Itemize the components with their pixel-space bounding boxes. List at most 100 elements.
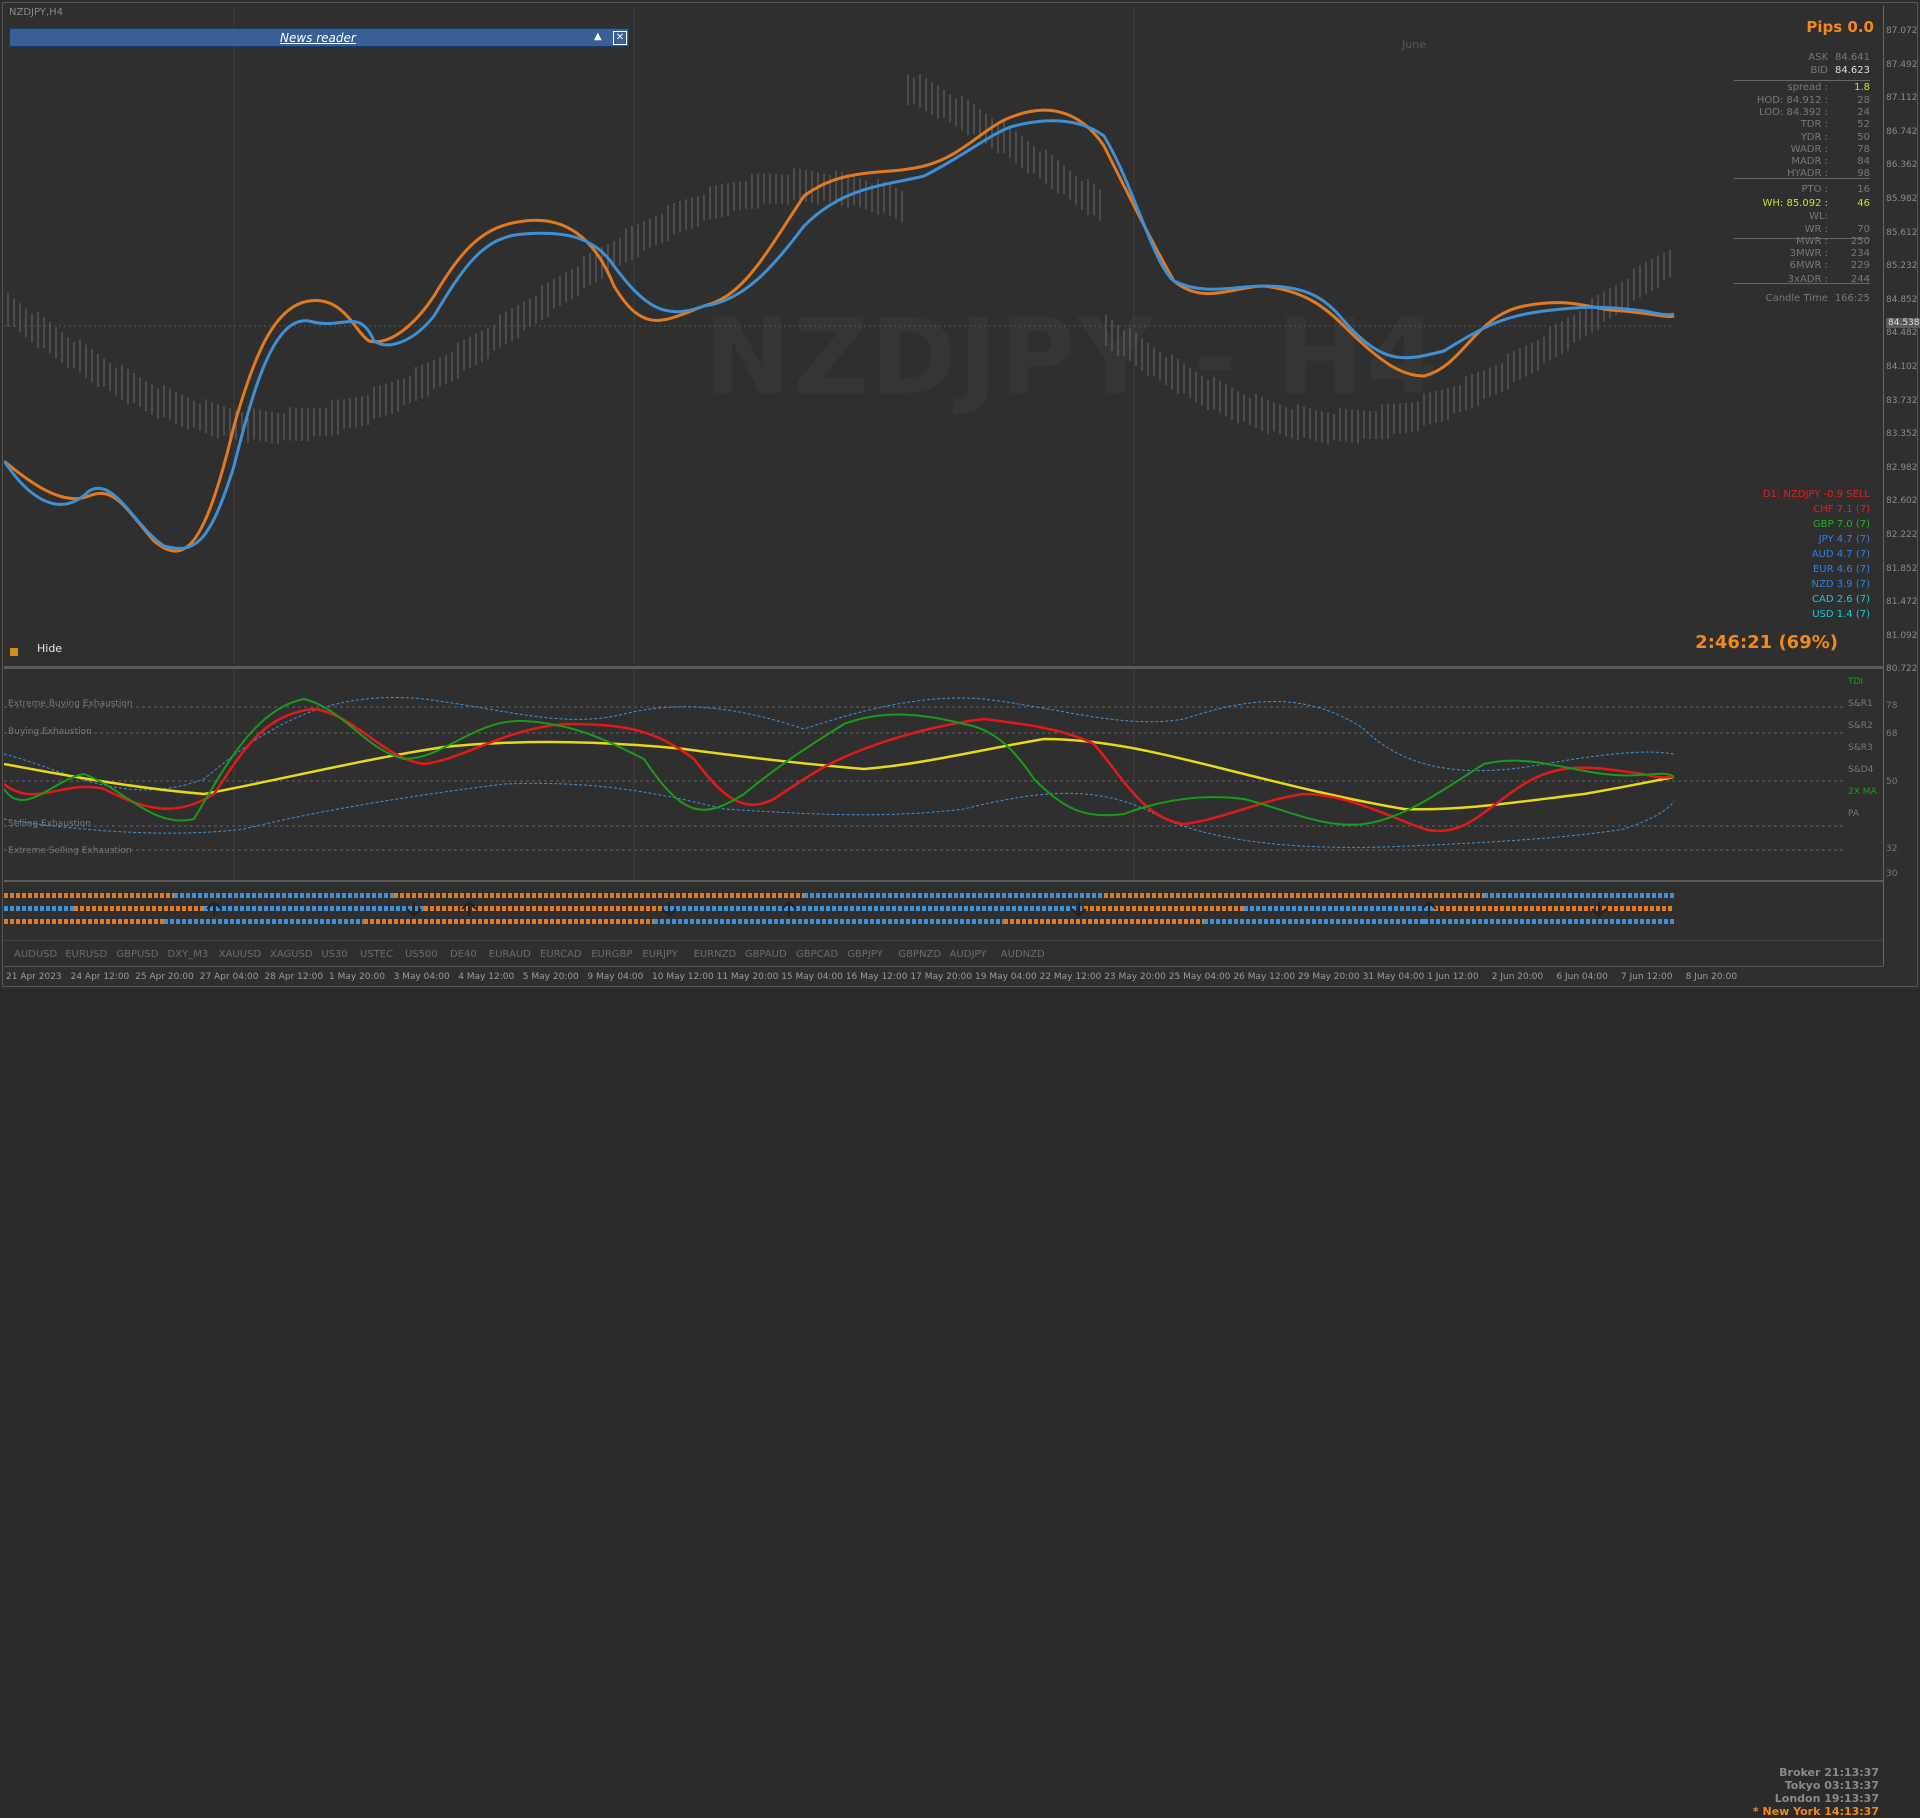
symbol-button[interactable]: GBPNZD <box>898 949 942 960</box>
symbol-button[interactable]: DXY_M3 <box>167 949 209 960</box>
info-label: WH: 85.092 : <box>1762 198 1829 209</box>
strength-value: 4.7 (7) <box>1836 549 1870 560</box>
symbol-button[interactable]: AUDUSD <box>14 949 58 960</box>
session-time: 21:13:37 <box>1824 1766 1879 1779</box>
strength-currency: EUR <box>1812 564 1834 575</box>
price-tick: 81.092 <box>1886 630 1918 641</box>
info-label: HOD: 84.912 : <box>1756 95 1828 106</box>
time-tick: 7 Jun 12:00 <box>1621 972 1673 982</box>
symbol-button[interactable]: GBPUSD <box>116 949 159 960</box>
info-value: 84.641 <box>1835 52 1870 63</box>
info-label: MWR : <box>1795 236 1828 247</box>
strength-row: AUD 4.7 (7) <box>1812 549 1870 560</box>
price-tick: 87.072 <box>1886 26 1918 36</box>
symbol-button[interactable]: GBPCAD <box>796 949 839 960</box>
symbol-button[interactable]: AUDNZD <box>1000 949 1045 960</box>
price-tick: 83.732 <box>1886 395 1918 406</box>
hide-icon[interactable] <box>10 648 18 656</box>
time-tick: 3 May 04:00 <box>393 972 450 982</box>
news-reader-bar[interactable]: News reader ▲ ✕ <box>9 28 629 47</box>
session-time: 03:13:37 <box>1824 1779 1879 1792</box>
tdi-scale-tick: 30 <box>1886 869 1898 879</box>
tdi-lines <box>4 669 1844 881</box>
tdi-zone-label: Extreme Selling Exhaustion <box>8 846 132 856</box>
info-value: 50 <box>1857 132 1870 143</box>
arrow-up-icon <box>781 900 797 916</box>
symbol-button[interactable]: XAGUSD <box>270 949 313 960</box>
info-label: WR : <box>1804 224 1828 235</box>
time-tick: 1 Jun 12:00 <box>1427 972 1479 982</box>
strength-currency: GBP <box>1812 519 1834 530</box>
tdi-legend-label: TDI <box>1848 677 1864 687</box>
strength-header: D1: NZDJPY -0.9 SELL <box>1762 489 1870 500</box>
time-tick: 23 May 20:00 <box>1104 972 1166 982</box>
info-value: 28 <box>1857 95 1870 106</box>
symbol-button[interactable]: EURUSD <box>65 949 108 960</box>
time-tick: 21 Apr 2023 <box>6 972 62 982</box>
time-axis: 21 Apr 2023 24 Apr 12:00 25 Apr 20:00 27 Ap… <box>4 966 1884 987</box>
symbol-button[interactable]: GBPJPY <box>847 949 883 960</box>
time-tick: 29 May 20:00 <box>1298 972 1360 982</box>
tdi-indicator-pane[interactable]: Extreme Buying Exhaustion Buying Exhausti… <box>4 666 1897 881</box>
chart-title[interactable]: NZDJPY,H4 <box>9 7 63 18</box>
symbol-button[interactable]: US500 <box>405 949 438 960</box>
trend-bars-pane[interactable]: Broker 21:13:37 Tokyo 03:13:37 London 19:1… <box>4 880 1884 1818</box>
symbol-button[interactable]: EURJPY <box>642 949 678 960</box>
symbol-button[interactable]: EURCAD <box>540 949 582 960</box>
symbol-button[interactable]: USTEC <box>360 949 394 960</box>
tdi-legend-label: PA <box>1848 809 1860 819</box>
price-tick: 85.982 <box>1886 194 1918 204</box>
symbol-button[interactable]: US30 <box>321 949 348 960</box>
strength-currency: CHF <box>1813 504 1834 515</box>
info-value: 98 <box>1857 168 1870 179</box>
time-tick: 11 May 20:00 <box>716 972 779 982</box>
price-tick: 82.602 <box>1886 496 1918 507</box>
info-label: ASK <box>1808 52 1828 63</box>
session-name: London <box>1774 1792 1821 1805</box>
price-chart[interactable]: NZDJPY - H4 June News reader ▲ ✕ Hide Pi… <box>4 6 1884 664</box>
strength-value: 7.0 (7) <box>1836 519 1870 530</box>
time-tick: 31 May 04:00 <box>1362 972 1425 982</box>
time-tick: 27 Apr 04:00 <box>199 972 259 982</box>
price-tick: 86.742 <box>1886 126 1918 137</box>
time-tick: 26 May 12:00 <box>1233 972 1296 982</box>
time-tick: 8 Jun 20:00 <box>1685 972 1738 982</box>
session-time: 14:13:37 <box>1824 1805 1879 1818</box>
info-label: HYADR : <box>1787 168 1828 179</box>
time-tick: 16 May 12:00 <box>845 972 908 982</box>
tdi-zone-label: Selling Exhaustion <box>8 819 91 829</box>
strength-currency: NZD <box>1811 579 1834 590</box>
info-value: 24 <box>1857 107 1870 118</box>
news-reader-title[interactable]: News reader <box>280 31 356 45</box>
symbol-button[interactable]: AUDJPY <box>949 949 987 960</box>
info-separator <box>1734 178 1870 179</box>
strength-row: CHF 7.1 (7) <box>1813 504 1870 515</box>
symbol-button[interactable]: EURAUD <box>488 949 531 960</box>
info-value: 16 <box>1857 184 1870 195</box>
info-label: BID <box>1810 65 1828 76</box>
info-label: spread : <box>1787 82 1828 93</box>
symbol-button[interactable]: GBPAUD <box>744 949 787 960</box>
info-value: 84.623 <box>1835 65 1870 76</box>
symbol-button[interactable]: EURNZD <box>693 949 737 960</box>
strength-value: 2.6 (7) <box>1836 594 1870 605</box>
price-scale-divider <box>1883 6 1884 966</box>
symbol-button[interactable]: EURGBP <box>591 949 633 960</box>
tdi-legend-label: 2X MA <box>1848 787 1877 797</box>
collapse-icon[interactable]: ▲ <box>594 31 602 42</box>
info-separator <box>1734 283 1870 284</box>
info-value: 52 <box>1857 119 1870 130</box>
tdi-scale-tick: 68 <box>1886 729 1898 739</box>
symbol-button[interactable]: XAUUSD <box>218 949 262 960</box>
hide-button[interactable]: Hide <box>37 642 63 655</box>
tdi-scale-tick: 78 <box>1886 701 1898 711</box>
strength-value: 7.1 (7) <box>1836 504 1870 515</box>
arrow-up-icon <box>461 900 477 916</box>
strength-row: USD 1.4 (7) <box>1812 609 1870 620</box>
price-tick: 80.722 <box>1886 664 1918 675</box>
strength-currency: AUD <box>1811 549 1834 560</box>
symbol-button[interactable]: DE40 <box>450 949 477 960</box>
price-axis: 87.072 87.492 87.112 86.742 86.362 85.982 85.6… <box>1886 6 1920 964</box>
time-tick: 25 Apr 20:00 <box>135 972 194 982</box>
close-icon[interactable]: ✕ <box>613 31 627 45</box>
